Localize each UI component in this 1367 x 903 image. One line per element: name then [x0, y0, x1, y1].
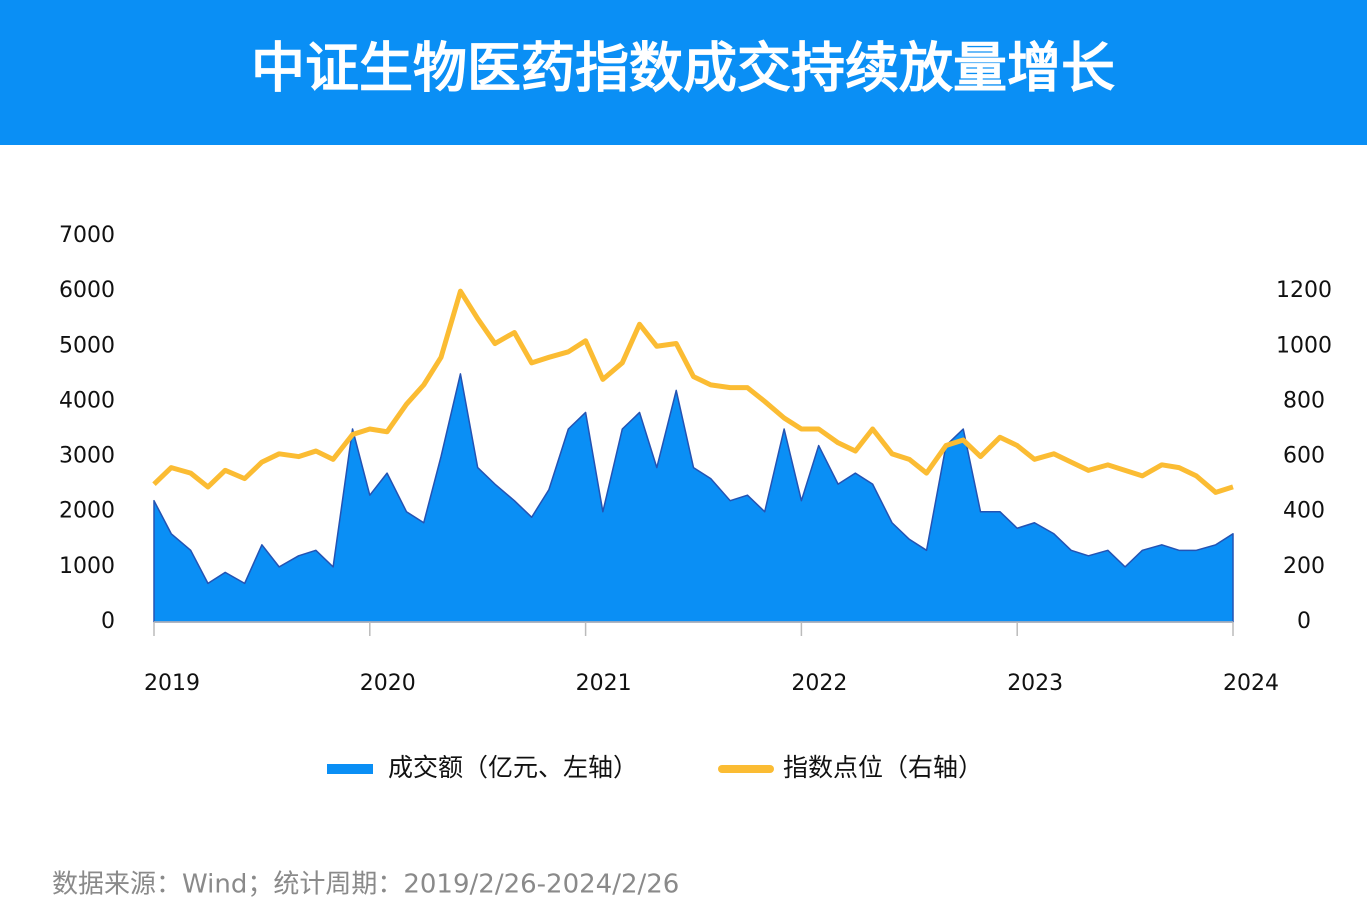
chart-title: 中证生物医药指数成交持续放量增长: [251, 37, 1115, 100]
y-tick-label: 7000: [59, 223, 115, 248]
y-tick-label: 6000: [59, 278, 115, 303]
y-tick-label: 0: [101, 609, 115, 634]
x-tick-label: 2020: [360, 671, 416, 696]
line: [152, 288, 1234, 495]
y2-tick-label: 1000: [1276, 333, 1332, 358]
y2-tick-label: 0: [1297, 609, 1311, 634]
area: [153, 373, 1234, 623]
y-tick-label: 1000: [59, 554, 115, 579]
x-tick-label: 2023: [1007, 671, 1063, 696]
y2-tick-label: 400: [1283, 499, 1325, 524]
y2-tick-label: 800: [1283, 388, 1325, 413]
legend-swatch: [327, 764, 373, 774]
y2-tick-label: 600: [1283, 444, 1325, 469]
x-tick-label: 2021: [576, 671, 632, 696]
y2-tick-label: 1200: [1276, 278, 1332, 303]
y2-tick-label: 200: [1283, 554, 1325, 579]
x-tick-label: 2019: [144, 671, 200, 696]
source-note: 数据来源：Wind；统计周期：2019/2/26-2024/2/26: [52, 870, 679, 900]
legend-label: 指数点位（右轴）: [783, 753, 983, 782]
header-band: [0, 0, 1367, 145]
y-tick-label: 2000: [59, 499, 115, 524]
y-tick-label: 3000: [59, 444, 115, 469]
x-tick-label: 2024: [1223, 671, 1279, 696]
legend-label: 成交额（亿元、左轴）: [388, 753, 638, 782]
y-tick-label: 4000: [59, 388, 115, 413]
y-tick-label: 5000: [59, 333, 115, 358]
x-tick-label: 2022: [791, 671, 847, 696]
